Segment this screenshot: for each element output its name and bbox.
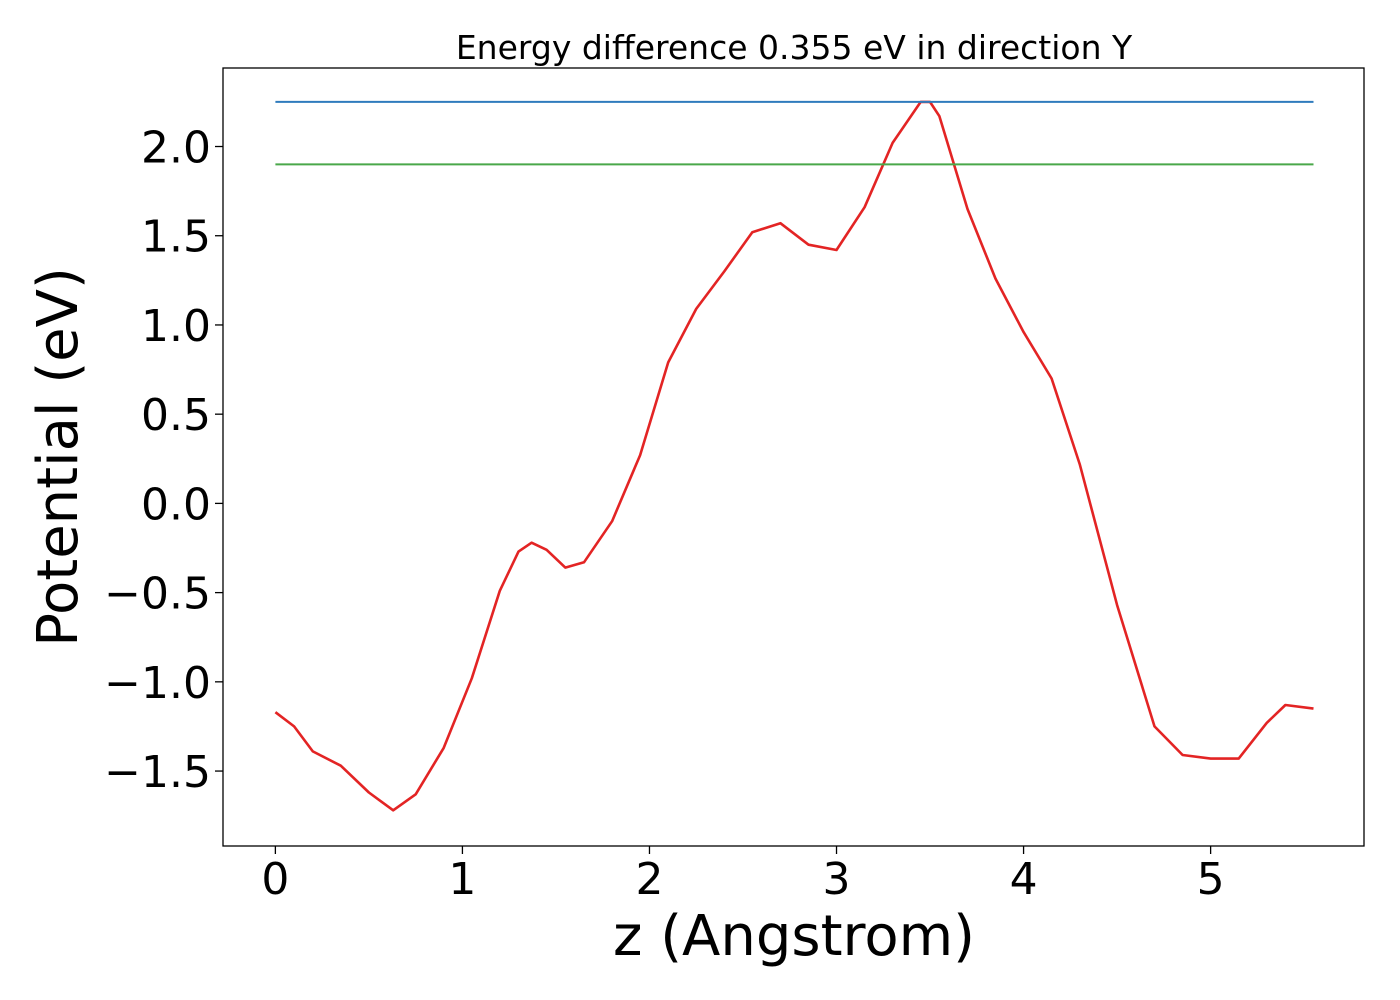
series-line-potential	[274, 100, 1314, 812]
x-tick-label: 5	[1197, 854, 1225, 905]
x-tick-label: 1	[448, 854, 476, 905]
y-axis-label: Potential (eV)	[26, 267, 91, 647]
y-tick-label: −1.5	[104, 747, 211, 798]
y-tick-label: 2.0	[141, 123, 211, 174]
y-tick-label: 1.0	[141, 301, 211, 352]
y-tick-label: 0.0	[141, 479, 211, 530]
x-axis: 0 1 2 3 4 5	[261, 846, 1225, 905]
plot-area	[274, 100, 1314, 812]
y-tick-label: 0.5	[141, 390, 211, 441]
plot-frame	[222, 67, 1365, 847]
y-tick-label: 1.5	[141, 212, 211, 263]
x-axis-label: z (Angstrom)	[613, 904, 975, 969]
x-tick-label: 0	[261, 854, 289, 905]
x-tick-label: 2	[635, 854, 663, 905]
x-tick-label: 4	[1010, 854, 1038, 905]
y-tick-label: −1.0	[104, 658, 211, 709]
chart-title: Energy difference 0.355 eV in direction …	[456, 28, 1133, 67]
y-tick-label: −0.5	[104, 569, 211, 620]
y-axis: −1.5 −1.0 −0.5 0.0 0.5 1.0 1.5 2.0	[104, 123, 223, 798]
x-tick-label: 3	[823, 854, 851, 905]
